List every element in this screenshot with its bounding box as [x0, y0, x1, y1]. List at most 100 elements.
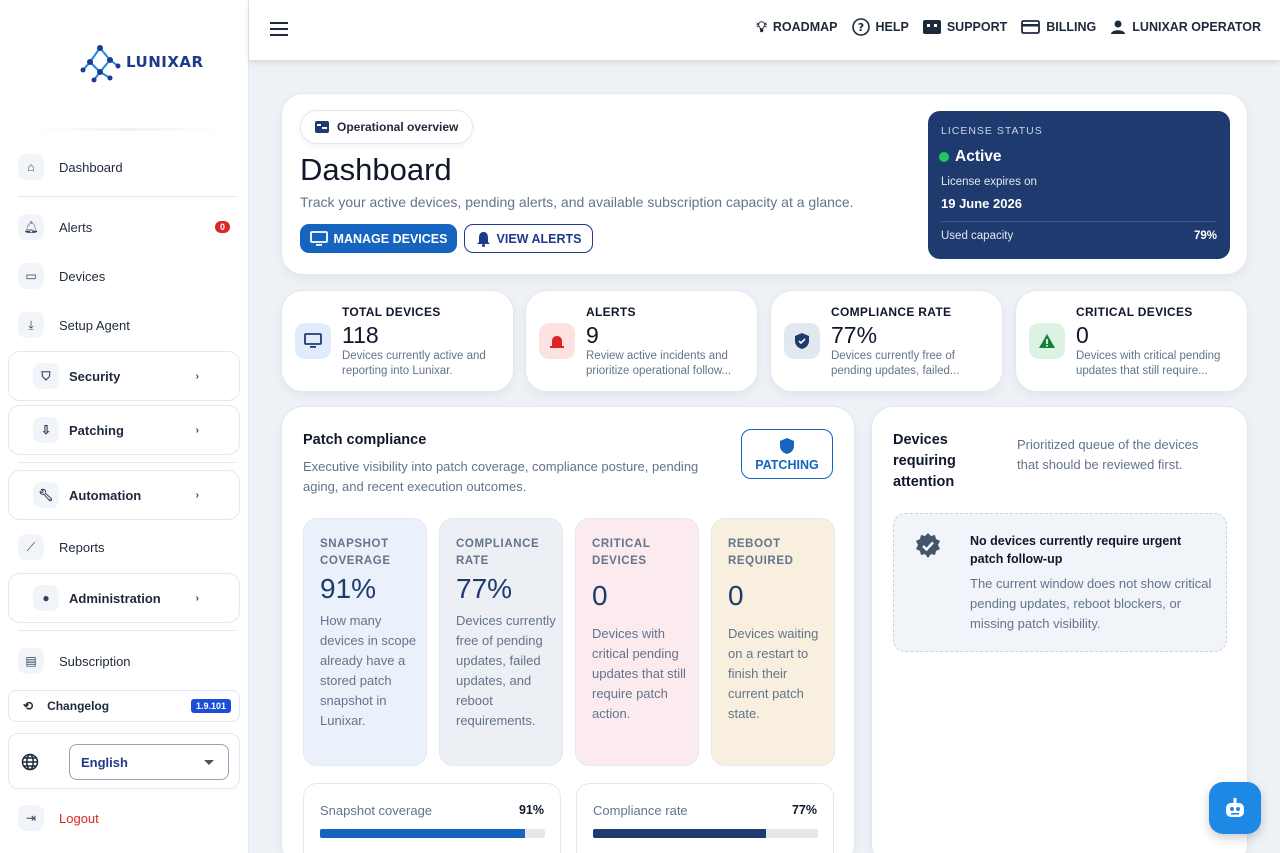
divider	[18, 462, 236, 463]
monitor-icon	[309, 230, 328, 246]
sidebar-item-devices[interactable]: ▭ Devices	[8, 254, 240, 298]
roadmap-link[interactable]: 💡︎ ROADMAP	[756, 19, 837, 36]
tile-title: REBOOT REQUIRED	[728, 538, 794, 567]
sidebar-item-security[interactable]: ⛉ Security ›	[8, 351, 240, 401]
view-alerts-label: VIEW ALERTS	[496, 231, 582, 246]
tile-compliance-rate: COMPLIANCE RATE 77% Devices currently fr…	[439, 518, 563, 766]
svg-text:?: ?	[857, 21, 863, 34]
help-link[interactable]: ? HELP	[851, 18, 909, 36]
progress-track	[320, 829, 545, 838]
sidebar-item-alerts[interactable]: 🔔︎ Alerts 0	[8, 205, 240, 249]
sidebar-item-dashboard[interactable]: ⌂ Dashboard	[8, 145, 240, 189]
stat-card-total-devices[interactable]: TOTAL DEVICES 118 Devices currently acti…	[281, 290, 514, 392]
progress-snapshot-coverage: Snapshot coverage 91%	[303, 783, 561, 853]
sidebar-item-label: Security	[69, 368, 121, 384]
sidebar-item-label: Automation	[69, 487, 142, 503]
patch-download-icon: ⇩	[33, 417, 59, 443]
manage-devices-button[interactable]: MANAGE DEVICES	[300, 224, 457, 253]
wrench-icon: 🔧︎	[33, 482, 59, 508]
overview-pill-label: Operational overview	[337, 120, 459, 134]
license-status-value: Active	[955, 148, 1002, 165]
sidebar-item-administration[interactable]: ● Administration ›	[8, 573, 240, 623]
robot-icon	[1226, 798, 1244, 817]
progress-fill	[593, 829, 767, 838]
changelog-link[interactable]: ⟲ Changelog 1.9.101	[8, 690, 240, 722]
tile-description: Devices currently free of pending update…	[456, 613, 556, 728]
tile-description: Devices with critical pending updates th…	[592, 626, 686, 721]
overview-card: Operational overview Dashboard Track you…	[281, 93, 1248, 275]
progress-label: Compliance rate	[593, 803, 688, 818]
subscription-icon: ▤	[18, 648, 44, 674]
divider	[18, 630, 236, 631]
sidebar-item-reports[interactable]: ⟋ Reports	[8, 525, 240, 569]
dashboard-icon	[315, 121, 329, 133]
stat-card-alerts[interactable]: ALERTS 9 Review active incidents and pri…	[525, 290, 758, 392]
support-icon	[922, 20, 941, 34]
sidebar-item-patching[interactable]: ⇩ Patching ›	[8, 405, 240, 455]
alerts-count-badge: 0	[214, 221, 230, 233]
manage-devices-label: MANAGE DEVICES	[333, 231, 448, 246]
bell-icon	[476, 231, 490, 247]
help-icon: ?	[851, 18, 870, 36]
warning-icon	[1029, 323, 1065, 359]
patching-button-label: PATCHING	[755, 457, 819, 472]
sidebar-item-label: Subscription	[59, 653, 131, 669]
stat-description: Devices with critical pending updates th…	[1076, 350, 1221, 377]
logout-button[interactable]: ⇥ Logout	[8, 796, 240, 840]
divider	[18, 196, 236, 197]
credit-card-icon	[1021, 20, 1041, 34]
attention-title: Devices requiring attention	[893, 432, 956, 490]
divider	[941, 221, 1217, 222]
patch-compliance-card: Patch compliance Executive visibility in…	[281, 406, 855, 853]
menu-icon[interactable]	[270, 22, 288, 36]
chevron-right-icon: ›	[195, 370, 199, 382]
language-value: English	[81, 754, 128, 770]
tile-value: 0	[728, 580, 744, 611]
chart-icon: ⟋	[18, 534, 44, 560]
sidebar-item-setup-agent[interactable]: ⤓ Setup Agent	[8, 303, 240, 347]
billing-label: BILLING	[1046, 20, 1097, 34]
tile-value: 77%	[456, 573, 513, 604]
stat-card-critical-devices[interactable]: CRITICAL DEVICES 0 Devices with critical…	[1015, 290, 1248, 392]
license-label: LICENSE STATUS	[941, 125, 1043, 137]
user-label: LUNIXAR OPERATOR	[1132, 20, 1261, 34]
stat-title: ALERTS	[586, 305, 636, 319]
support-link[interactable]: SUPPORT	[922, 20, 1008, 34]
globe-icon	[21, 753, 39, 771]
sidebar: LUNIXAR ⌂ Dashboard 🔔︎ Alerts 0 ▭ Device…	[0, 0, 249, 853]
billing-link[interactable]: BILLING	[1021, 20, 1096, 34]
language-select[interactable]: English	[69, 744, 229, 780]
tile-title: COMPLIANCE RATE	[456, 538, 540, 567]
empty-state-title: No devices currently require urgent patc…	[970, 534, 1182, 566]
stat-value: 9	[586, 322, 599, 348]
tile-snapshot-coverage: SNAPSHOT COVERAGE 91% How many devices i…	[303, 518, 427, 766]
chat-assistant-button[interactable]	[1209, 782, 1261, 834]
attention-card: Devices requiring attention Prioritized …	[871, 406, 1248, 853]
verified-badge-icon	[916, 533, 940, 558]
overview-pill: Operational overview	[300, 110, 474, 144]
progress-fill	[320, 829, 525, 838]
brand-logo[interactable]: LUNIXAR	[78, 40, 204, 84]
progress-track	[593, 829, 818, 838]
brand-name: LUNIXAR	[126, 53, 204, 71]
patch-compliance-title: Patch compliance	[303, 432, 427, 448]
version-badge: 1.9.101	[190, 699, 231, 713]
stat-description: Review active incidents and prioritize o…	[586, 350, 732, 377]
patch-compliance-subtitle: Executive visibility into patch coverage…	[303, 459, 699, 494]
attention-empty-state: No devices currently require urgent patc…	[893, 513, 1227, 652]
capacity-label: Used capacity	[941, 230, 1014, 242]
user-menu[interactable]: LUNIXAR OPERATOR	[1110, 19, 1261, 35]
sidebar-item-automation[interactable]: 🔧︎ Automation ›	[8, 470, 240, 520]
sidebar-item-subscription[interactable]: ▤ Subscription	[8, 639, 240, 683]
support-label: SUPPORT	[946, 20, 1008, 34]
stat-card-compliance-rate[interactable]: COMPLIANCE RATE 77% Devices currently fr…	[770, 290, 1003, 392]
progress-value: 91%	[518, 803, 544, 817]
view-alerts-button[interactable]: VIEW ALERTS	[464, 224, 593, 253]
language-switcher: English	[8, 733, 240, 789]
divider	[30, 128, 226, 131]
monitor-icon	[295, 323, 331, 359]
admin-icon: ●	[33, 585, 59, 611]
patching-button[interactable]: PATCHING	[741, 429, 833, 479]
stat-title: TOTAL DEVICES	[342, 305, 441, 319]
progress-compliance-rate: Compliance rate 77%	[576, 783, 834, 853]
